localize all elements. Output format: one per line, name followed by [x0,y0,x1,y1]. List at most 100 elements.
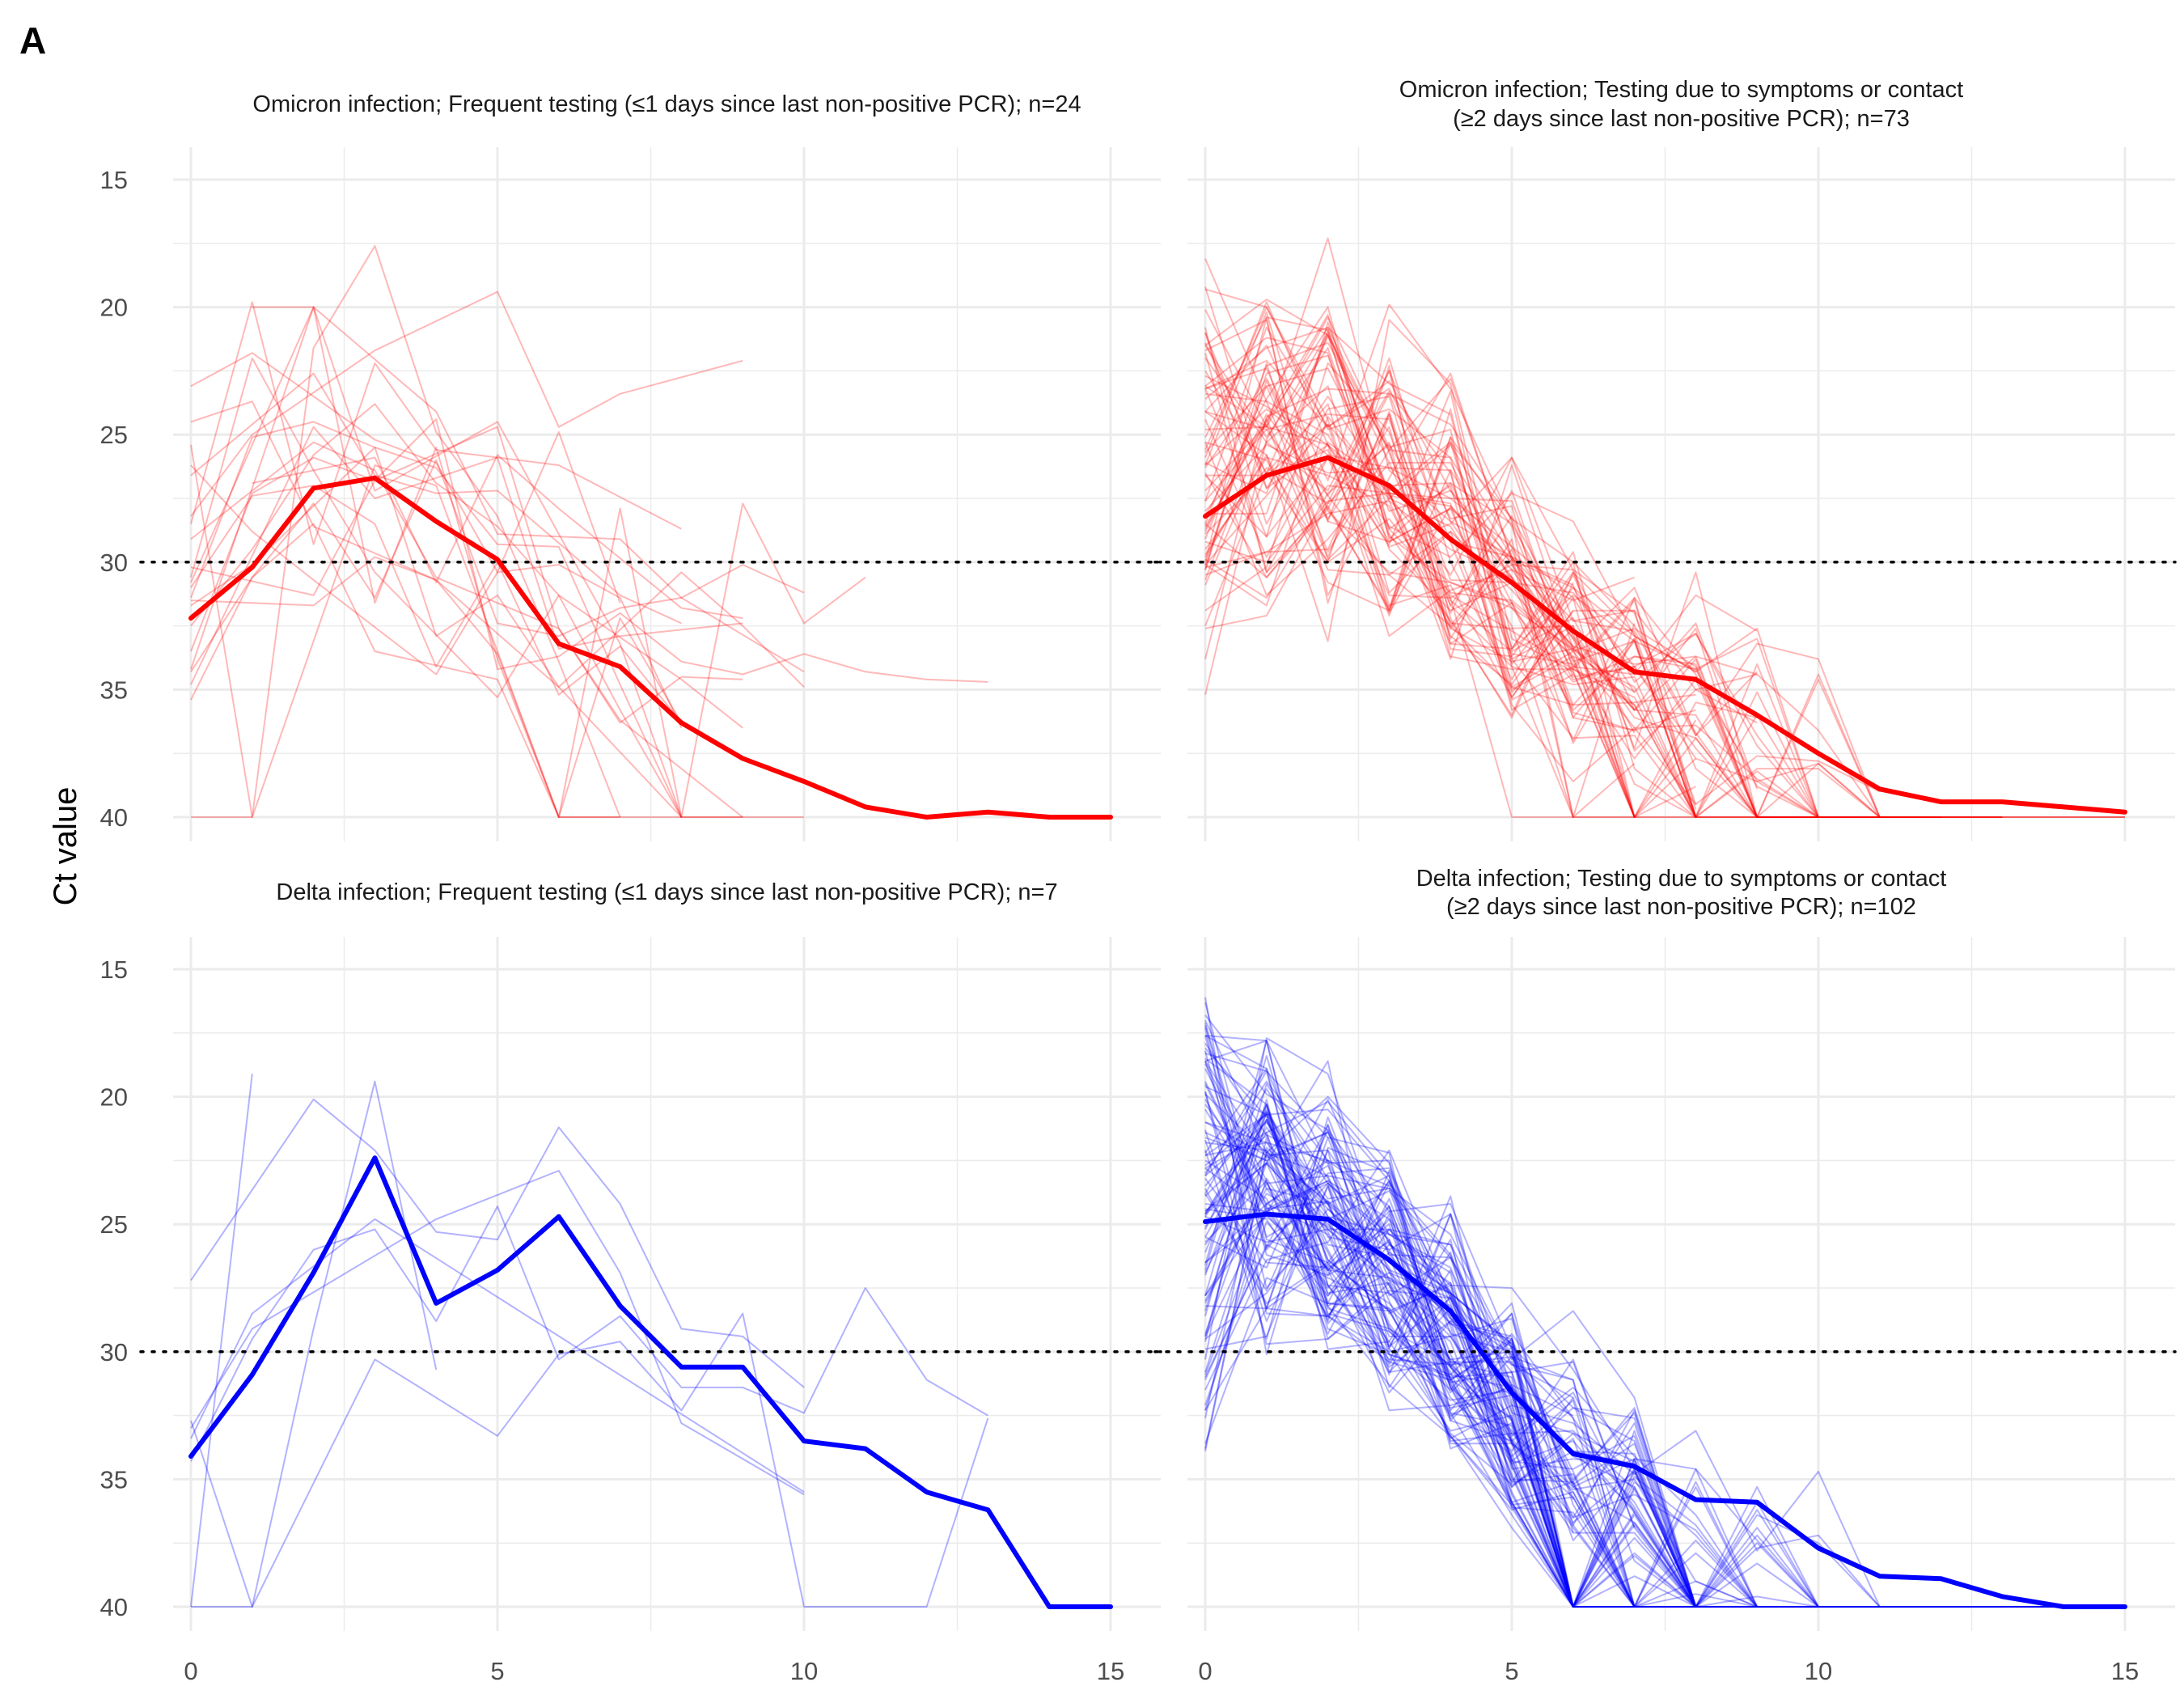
individual-trajectory [1204,1048,1818,1608]
individual-trajectory [1204,1104,1697,1608]
individual-trajectory [1204,332,1818,818]
individual-trajectory [1205,329,1880,818]
individual-trajectory [1204,1149,2125,1608]
individual-trajectory [1204,309,2003,818]
y-tick-label: 35 [100,676,128,704]
mean-trajectory [1203,455,2127,815]
mean-trajectory [1203,1211,2127,1609]
individual-trajectory [1204,442,2125,818]
individual-trajectory [1204,1040,1574,1608]
individual-trajectory [190,418,988,683]
individual-trajectory [1204,1129,2003,1608]
individual-trajectory [1204,1002,1880,1608]
individual-trajectory [1204,1108,1758,1608]
individual-trajectory [1204,1019,1697,1608]
individual-trajectory [1204,1080,2125,1608]
individual-trajectory [1204,1131,1696,1608]
individual-trajectory [1204,1184,1697,1608]
individual-trajectory [1204,337,1941,818]
individual-trajectory [190,1098,805,1388]
individual-trajectory [1204,1126,1818,1608]
individual-trajectory [1204,388,1573,818]
individual-trajectory [1204,327,1697,818]
individual-trajectory [190,523,683,818]
individual-trajectory [1204,1208,2003,1608]
x-tick-label: 10 [1805,1657,1832,1685]
individual-trajectory [1204,1104,1941,1608]
individual-trajectory [1204,1164,1818,1608]
individual-trajectory [1204,1111,1635,1608]
individual-trajectory [1204,1088,1818,1608]
individual-trajectory [1204,1113,1758,1608]
individual-trajectory [190,426,743,818]
individual-trajectory [190,290,743,517]
individual-trajectory [1204,1091,1574,1533]
individual-trajectory [190,357,743,729]
individual-trajectory [1204,443,1636,818]
individual-trajectory [1204,1086,1758,1608]
individual-trajectory [191,1080,438,1608]
individual-trajectory [1204,423,1574,693]
x-tick-label: 15 [2111,1657,2139,1685]
individual-trajectory [1204,326,2125,818]
panel-delta-symptoms: 0 5 10 15 Delta infection; Testing due to sy… [1153,866,2177,1685]
individual-trajectory [1204,426,1697,805]
individual-trajectory [190,352,621,604]
y-axis-label: Ct value [48,787,83,906]
individual-trajectory [1204,1215,1635,1608]
individual-trajectory [1204,410,1574,711]
individual-trajectory [1204,1124,1818,1608]
individual-trajectory [1204,1111,1818,1608]
individual-trajectory [1204,1129,1818,1608]
individual-trajectory [1204,1053,1696,1608]
individual-trajectory [1204,1193,1758,1608]
y-tick-label: 20 [100,1083,128,1112]
panel-title: Delta infection; Frequent testing (≤1 da… [276,879,1057,905]
individual-trajectory [1204,316,1636,818]
individual-trajectory [1204,237,2003,818]
individual-trajectory [1204,1162,1941,1608]
individual-trajectory [1204,365,2003,818]
individual-trajectory [1204,1177,1758,1608]
individual-trajectory [1204,1025,1636,1528]
individual-trajectory [1204,388,2125,818]
individual-trajectory [1204,314,1818,818]
individual-trajectory [1204,413,1696,706]
individual-trajectory [1204,1061,1574,1608]
panel-omicron-frequent: 15 20 25 30 35 40 Omicron infection; Frequent … [100,91,1162,841]
individual-trajectory [1204,1137,1574,1417]
individual-trajectory [191,245,621,818]
individual-trajectory [1204,1035,1818,1608]
individual-trajectory [1204,1037,1819,1608]
individual-trajectory [1204,288,1819,818]
x-tick-label: 0 [1198,1657,1212,1685]
individual-trajectory [1204,1188,1818,1608]
individual-trajectory [190,1074,253,1608]
individual-trajectory [1204,1159,1941,1608]
individual-trajectory [190,1218,805,1494]
individual-trajectory [190,444,866,818]
x-tick-label: 5 [490,1657,504,1685]
individual-trajectory [1204,316,1758,724]
individual-trajectory [190,301,682,545]
individual-trajectory [1204,1067,1697,1608]
individual-trajectory [1204,1068,1818,1608]
individual-trajectory [1204,1142,1635,1608]
individual-trajectory [1204,1159,1818,1608]
individual-trajectory [1204,385,1697,818]
individual-trajectory [1204,1131,1636,1608]
individual-trajectory [1204,1244,1818,1608]
y-tick-label: 35 [100,1465,128,1494]
individual-trajectory [1204,441,1758,752]
individual-trajectory [1204,1093,1941,1608]
individual-trajectory [1204,1098,1759,1608]
individual-trajectory [1204,1022,2003,1608]
individual-trajectory [1204,1121,1941,1608]
individual-trajectory [1204,1149,1697,1608]
individual-trajectory [1204,1119,1635,1608]
individual-trajectory [1204,358,1818,818]
individual-trajectory [1204,1149,2125,1608]
individual-trajectory [1204,1100,1696,1608]
individual-trajectory [1204,367,1697,818]
